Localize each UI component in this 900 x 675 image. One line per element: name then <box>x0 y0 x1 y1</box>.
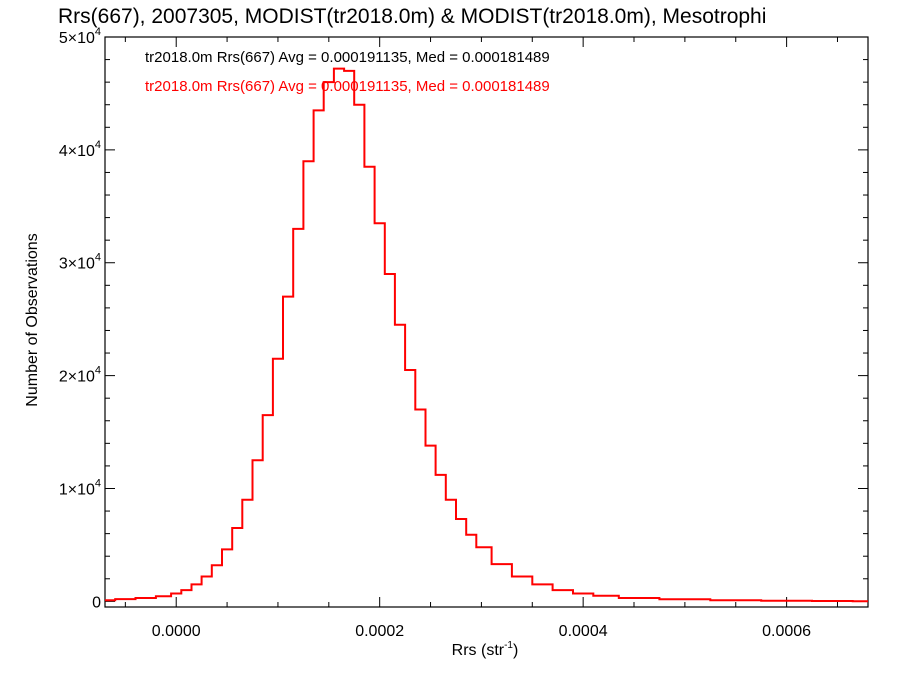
x-axis-label: Rrs (str-1) <box>452 640 519 659</box>
y-tick-label: 0 <box>92 594 101 611</box>
legend-entry-2: tr2018.0m Rrs(667) Avg = 0.000191135, Me… <box>145 78 550 95</box>
legend-entry-1: tr2018.0m Rrs(667) Avg = 0.000191135, Me… <box>145 49 550 66</box>
y-tick-label: 1×104 <box>59 477 101 498</box>
y-tick-label: 4×104 <box>59 139 101 160</box>
y-tick-label-exponent: 4 <box>95 365 101 377</box>
y-tick-label-exponent: 4 <box>95 139 101 151</box>
y-tick-label-mantissa: 0 <box>92 594 101 611</box>
x-axis-label-tail: ) <box>513 642 518 659</box>
y-axis-label: Number of Observations <box>24 233 41 406</box>
x-axis: 0.0000 0.0002 0.0004 0.0006 <box>124 37 838 640</box>
x-tick-label: 0.0002 <box>355 623 404 640</box>
y-tick-label: 5×104 <box>59 26 101 47</box>
y-tick-label-mantissa: 2×10 <box>59 369 95 386</box>
y-tick-label-mantissa: 4×10 <box>59 143 95 160</box>
y-tick-label: 2×104 <box>59 365 101 386</box>
chart-title: Rrs(667), 2007305, MODIST(tr2018.0m) & M… <box>58 5 766 28</box>
y-tick-label-mantissa: 5×10 <box>59 30 95 47</box>
y-tick-label-mantissa: 3×10 <box>59 256 95 273</box>
plot-frame <box>104 36 869 608</box>
x-tick-label: 0.0006 <box>762 623 811 640</box>
x-tick-label: 0.0004 <box>559 623 608 640</box>
series-line <box>105 67 868 603</box>
x-axis-label-sup: -1 <box>504 640 513 651</box>
y-tick-label-exponent: 4 <box>95 252 101 264</box>
y-tick-label: 3×104 <box>59 252 101 273</box>
y-tick-label-exponent: 4 <box>95 26 101 38</box>
y-tick-label-mantissa: 1×10 <box>59 481 95 498</box>
x-axis-label-base: Rrs (str <box>452 642 505 659</box>
x-tick-label: 0.0000 <box>152 623 201 640</box>
y-tick-label-exponent: 4 <box>95 477 101 489</box>
